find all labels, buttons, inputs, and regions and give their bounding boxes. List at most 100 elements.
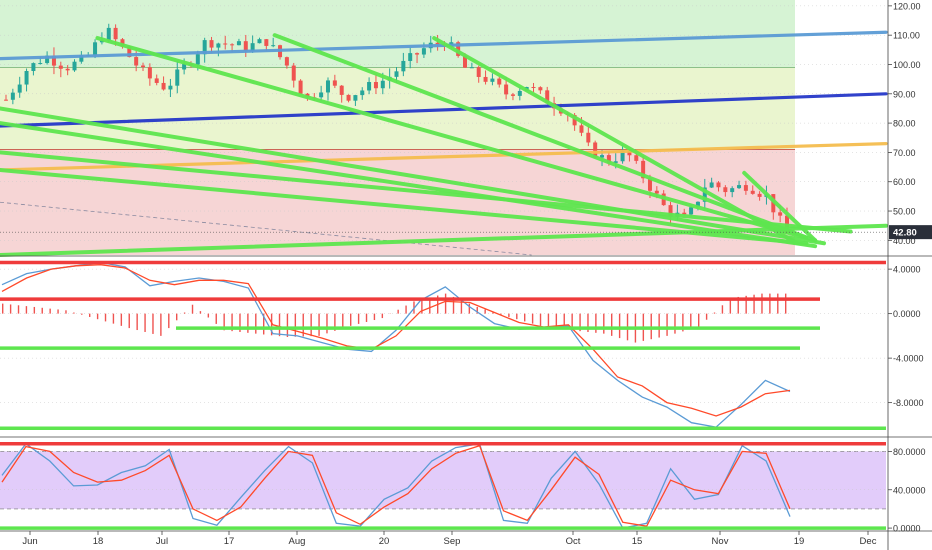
candle: [332, 74, 337, 89]
candle: [216, 42, 221, 57]
macd-line: [1, 261, 791, 428]
macd-histogram-bar: [444, 293, 447, 314]
candle: [257, 37, 262, 44]
macd-histogram-bar: [555, 313, 558, 329]
macd-histogram-bar: [81, 313, 83, 315]
macd-histogram-bar: [231, 313, 233, 332]
candle-body: [360, 90, 365, 96]
candle-body: [209, 40, 214, 48]
candle-body: [45, 55, 50, 64]
x-tick-label: 15: [632, 536, 643, 547]
macd-histogram-bar: [41, 307, 43, 314]
macd-histogram-bar: [531, 313, 534, 324]
candle-body: [325, 80, 330, 93]
price-y-tick-label: 70.00: [893, 148, 916, 158]
candle: [298, 79, 303, 94]
candle-body: [161, 82, 166, 90]
stoch-y-tick-label: 40.0000: [893, 485, 926, 495]
candle-body: [168, 85, 173, 90]
price-y-tick-label: 60.00: [893, 177, 916, 187]
macd-histogram-bar: [239, 313, 241, 332]
candle-body: [141, 65, 146, 68]
candle-body: [127, 46, 132, 58]
candle-body: [367, 82, 372, 91]
candle-body: [634, 155, 639, 161]
candle: [531, 82, 536, 93]
candle-body: [613, 161, 618, 163]
candle-body: [778, 212, 783, 216]
candle: [58, 61, 63, 78]
candle: [51, 47, 56, 75]
price-trendline-4: [272, 33, 809, 240]
macd-histogram-bar: [373, 313, 376, 321]
macd-histogram-bar: [365, 313, 368, 322]
price-trendline-6: [0, 106, 826, 246]
candle-body: [216, 43, 221, 48]
macd-histogram-bar: [618, 313, 621, 339]
candle-body: [716, 182, 721, 188]
candle-body: [627, 150, 632, 156]
candle-body: [230, 44, 235, 46]
price-trendline-8: [0, 150, 853, 234]
candle-body: [243, 41, 248, 51]
candle: [346, 94, 351, 103]
price-y-tick-label: 100.00: [893, 60, 921, 70]
macd-histogram-bar: [357, 313, 360, 324]
candle-body: [346, 94, 351, 101]
candle-body: [380, 80, 385, 89]
candle: [17, 76, 22, 98]
candle: [620, 144, 625, 164]
candle-body: [154, 78, 159, 83]
x-tick-label: Jun: [22, 536, 37, 547]
candle-body: [113, 27, 118, 40]
stoch-band: [0, 451, 886, 509]
macd-histogram-bar: [468, 303, 471, 314]
candle-body: [38, 63, 43, 65]
candle: [517, 87, 522, 101]
candle: [72, 59, 77, 72]
candle-body: [483, 76, 488, 82]
macd-histogram-bar: [508, 313, 510, 317]
candle-body: [538, 87, 543, 91]
candle-body: [695, 201, 700, 208]
macd-histogram-bar: [753, 294, 755, 314]
macd-histogram-bar: [698, 313, 700, 327]
candle: [223, 35, 228, 50]
candle: [750, 185, 755, 195]
macd-panel: [0, 260, 886, 430]
macd-histogram-bar: [682, 313, 684, 332]
price-trendline-5: [432, 36, 800, 246]
candle: [319, 85, 324, 102]
candle-body: [284, 57, 289, 66]
candle-body: [476, 67, 481, 77]
macd-histogram-bar: [65, 310, 67, 314]
candle-body: [668, 205, 673, 217]
price-y-tick-label: 80.00: [893, 119, 916, 129]
macd-histogram-bar: [603, 313, 605, 334]
macd-histogram-bar: [144, 313, 146, 332]
macd-histogram-bar: [769, 293, 771, 314]
macd-histogram-bar: [310, 313, 312, 337]
candle: [353, 94, 358, 106]
candle-body: [72, 61, 77, 71]
candle-body: [572, 115, 577, 126]
price-trendline-7: [0, 121, 818, 249]
candle-body: [545, 90, 550, 104]
candle-body: [51, 55, 56, 66]
candle-body: [750, 190, 755, 194]
candle: [723, 185, 728, 197]
candle: [325, 77, 330, 101]
candle: [757, 191, 762, 201]
macd-histogram-bar: [104, 313, 107, 322]
candle: [373, 74, 378, 95]
macd-histogram-bar: [666, 313, 668, 336]
last-price-label: 42.80: [893, 228, 917, 239]
candle: [702, 178, 707, 209]
candle: [236, 38, 241, 46]
candle-body: [93, 42, 98, 55]
macd-histogram-bar: [405, 305, 407, 314]
candle-body: [79, 55, 84, 62]
candle: [716, 181, 721, 192]
macd-histogram-bar: [302, 313, 304, 337]
